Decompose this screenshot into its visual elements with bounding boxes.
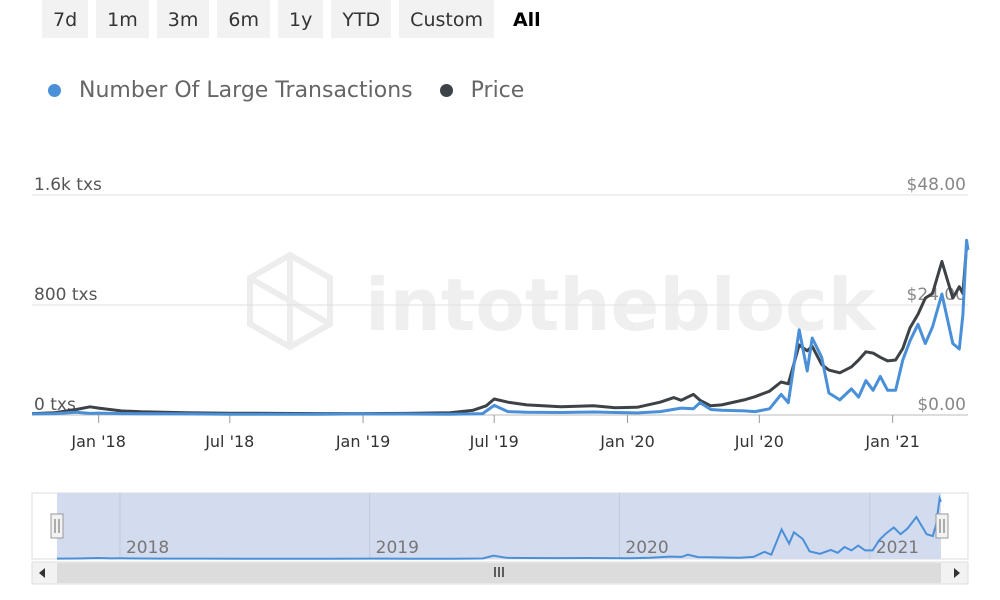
scroll-left-arrow-icon[interactable]	[39, 568, 45, 578]
navigator-selection[interactable]	[57, 493, 941, 559]
series-line-transactions	[31, 238, 970, 416]
series-layer	[31, 238, 970, 416]
navigator-year-label: 2020	[625, 538, 668, 558]
scroll-right-arrow-icon[interactable]	[954, 568, 960, 578]
navigator-series-line	[56, 494, 942, 560]
watermark-logo-icon	[247, 251, 333, 351]
y-left-tick-label: 800 txs	[34, 285, 98, 305]
legend-label-transactions: Number Of Large Transactions	[79, 78, 413, 103]
legend-label-price: Price	[470, 78, 525, 103]
legend-item-price[interactable]: Price	[439, 78, 525, 103]
y-right-tick-label: $48.00	[907, 175, 966, 195]
x-tick-label: Jul '19	[469, 432, 519, 451]
legend-item-transactions[interactable]: Number Of Large Transactions	[48, 78, 413, 103]
range-button-all[interactable]: All	[501, 0, 552, 38]
range-button-6m[interactable]: 6m	[217, 0, 270, 38]
y-left-tick-label: 1.6k txs	[34, 175, 102, 195]
y-right-tick-label: $0.00	[917, 395, 966, 415]
range-button-1y[interactable]: 1y	[277, 0, 324, 38]
navigator-handle-right[interactable]	[935, 513, 949, 539]
range-button-1m[interactable]: 1m	[96, 0, 149, 38]
x-tick-label: Jul '20	[734, 432, 784, 451]
range-button-custom[interactable]: Custom	[399, 0, 494, 38]
navigator-year-label: 2019	[376, 538, 419, 558]
scrollbar-grip-icon	[494, 567, 504, 577]
chart-legend: Number Of Large Transactions Price	[48, 78, 551, 103]
range-button-3m[interactable]: 3m	[156, 0, 210, 38]
scrollbar[interactable]	[31, 561, 969, 585]
x-tick-label: Jan '19	[335, 432, 391, 451]
navigator: 2018 2019 2020 2021	[31, 492, 969, 560]
navigator-year-label: 2018	[126, 538, 169, 558]
range-button-7d[interactable]: 7d	[42, 0, 89, 38]
range-selector: 7d 1m 3m 6m 1y YTD Custom All	[42, 0, 552, 38]
range-button-ytd[interactable]: YTD	[331, 0, 392, 38]
navigator-year-label: 2021	[876, 538, 919, 558]
x-axis-ticks: Jan '18 Jul '18 Jan '19 Jul '19 Jan '20 Jul '…	[70, 415, 920, 451]
navigator-series	[56, 494, 942, 560]
gridlines	[32, 194, 968, 306]
legend-dot-transactions	[48, 84, 61, 97]
legend-dot-price	[439, 84, 453, 97]
navigator-years: 2018 2019 2020 2021	[119, 493, 919, 559]
x-tick-label: Jul '18	[204, 432, 254, 451]
navigator-handle-left[interactable]	[50, 513, 64, 539]
watermark: intotheblock	[247, 251, 878, 351]
x-tick-label: Jan '20	[599, 432, 655, 451]
x-tick-label: Jan '21	[864, 432, 920, 451]
x-tick-label: Jan '18	[70, 432, 126, 451]
